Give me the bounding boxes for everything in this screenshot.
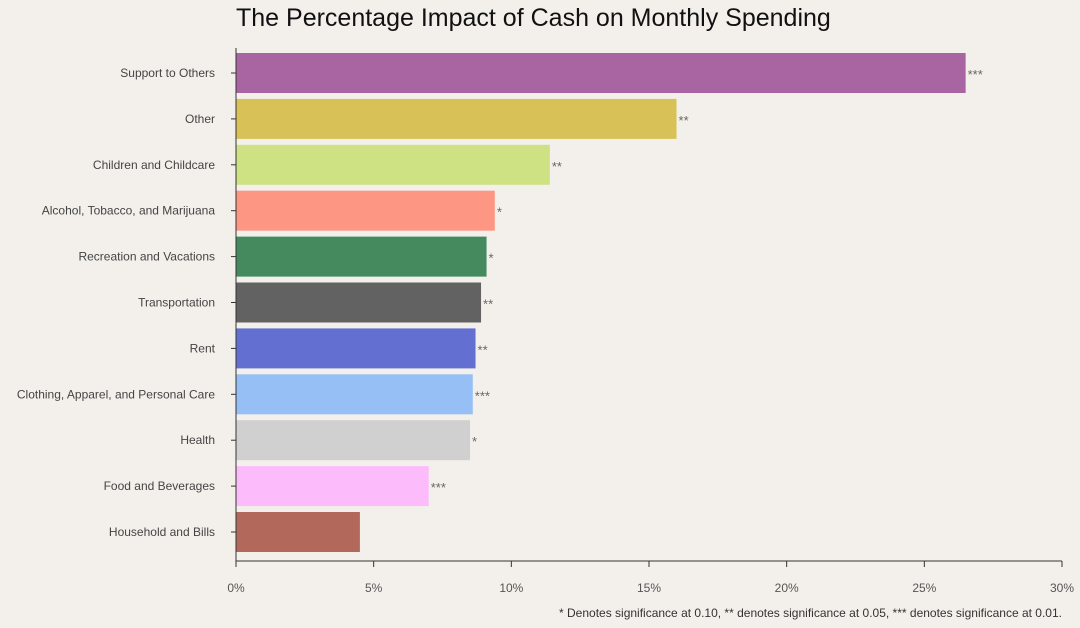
category-label: Other (185, 112, 215, 126)
x-tick-label: 25% (912, 581, 936, 595)
category-label: Health (180, 433, 215, 447)
category-label: Alcohol, Tobacco, and Marijuana (42, 204, 216, 218)
bar (236, 374, 473, 415)
significance-label: * (497, 205, 502, 220)
significance-label: *** (968, 67, 983, 82)
category-label: Support to Others (120, 66, 215, 80)
chart-title: The Percentage Impact of Cash on Monthly… (236, 4, 831, 32)
bar (236, 190, 495, 231)
bar (236, 420, 471, 461)
bar (236, 282, 482, 323)
category-label: Recreation and Vacations (78, 250, 215, 264)
significance-label: ** (483, 297, 493, 312)
bar (236, 328, 476, 369)
significance-label: ** (679, 113, 689, 128)
category-label: Clothing, Apparel, and Personal Care (17, 387, 215, 401)
significance-label: ** (478, 342, 488, 357)
category-label: Rent (190, 341, 216, 355)
x-tick-label: 0% (227, 581, 245, 595)
category-label: Transportation (138, 296, 215, 310)
bar (236, 98, 677, 139)
category-label: Food and Beverages (104, 479, 215, 493)
bar (236, 53, 966, 93)
significance-label: * (489, 251, 494, 266)
significance-label: *** (475, 388, 490, 403)
x-tick-label: 20% (775, 581, 799, 595)
significance-label: *** (431, 480, 446, 495)
category-label: Household and Bills (109, 525, 215, 539)
bar (236, 512, 360, 552)
category-label: Children and Childcare (93, 158, 215, 172)
x-tick-label: 15% (637, 581, 661, 595)
x-tick-label: 30% (1050, 581, 1074, 595)
bar (236, 144, 550, 185)
x-tick-label: 5% (365, 581, 383, 595)
significance-label: ** (552, 159, 562, 174)
significance-footnote: * Denotes significance at 0.10, ** denot… (559, 606, 1062, 620)
x-tick-label: 10% (499, 581, 523, 595)
bar (236, 466, 429, 507)
significance-label: * (472, 434, 477, 449)
bar (236, 236, 487, 277)
